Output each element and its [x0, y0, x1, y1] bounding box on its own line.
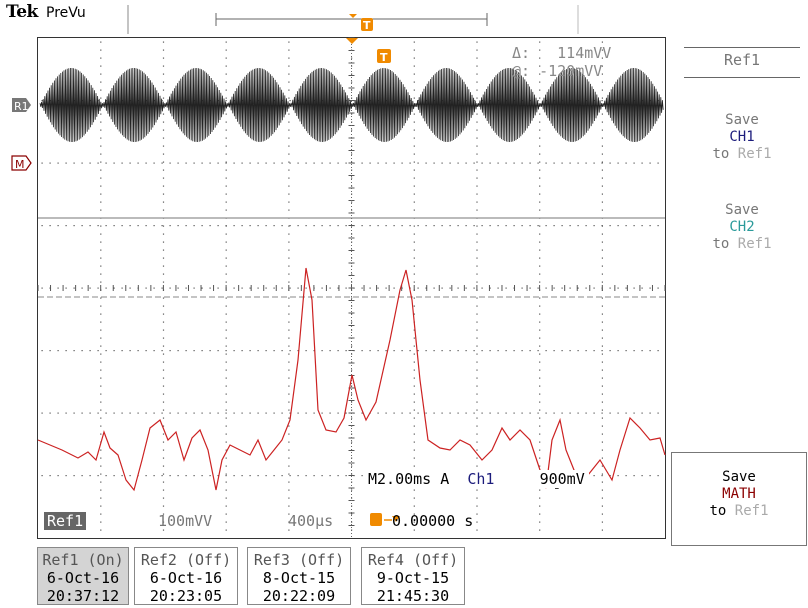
save-math-l3: to [709, 503, 727, 519]
save-ch2-l1: Save [725, 202, 759, 218]
trigger-pos-icon [370, 513, 400, 526]
record-view-bar[interactable] [127, 5, 579, 34]
trigger-position-readout: 0.00000 s [392, 512, 474, 530]
ref2-button[interactable]: Ref2 (Off) 6-Oct-16 20:23:05 [134, 547, 238, 605]
save-ch1-l3: to [712, 146, 730, 162]
save-ch2-l4: Ref1 [737, 236, 772, 252]
save-ch1-button[interactable]: Save CH1 to Ref1 [676, 112, 808, 163]
save-ch2-l2: CH2 [729, 219, 755, 235]
ref4-button[interactable]: Ref4 (Off) 9-Oct-15 21:45:30 [361, 547, 465, 605]
ref3-time: 20:22:09 [262, 587, 336, 605]
cursor-at-readout: @: -120mVV [512, 62, 602, 80]
ref4-name: Ref4 (Off) [367, 551, 459, 569]
save-ch1-l2: CH1 [729, 129, 755, 145]
trigger-level: 900mV [539, 470, 585, 488]
save-ch1-l1: Save [725, 112, 759, 128]
cursor-at-label: @: [512, 62, 531, 80]
ref1-name: Ref1 (On) [42, 551, 124, 569]
math-waveform [37, 267, 666, 492]
side-menu-title: Ref1 [723, 51, 761, 69]
save-math-l2: MATH [722, 486, 756, 502]
save-math-l1: Save [722, 469, 756, 485]
ref1-waveform [39, 67, 664, 143]
ref-horizontal-scale: 400µs [288, 512, 334, 530]
ref4-time: 21:45:30 [376, 587, 450, 605]
record-trigger-label: T [363, 19, 371, 32]
ref2-time: 20:23:05 [149, 587, 223, 605]
ref3-date: 8-Oct-15 [262, 569, 336, 587]
ref1-marker[interactable] [12, 98, 31, 112]
math-marker[interactable] [11, 155, 32, 171]
record-trigger-icon [349, 14, 373, 31]
ref3-name: Ref3 (Off) [253, 551, 345, 569]
brand-logo: Tek [6, 2, 38, 22]
save-math-button[interactable]: Save MATH to Ref1 [671, 452, 807, 546]
graticule-grid [37, 37, 666, 538]
save-ch2-button[interactable]: Save CH2 to Ref1 [676, 202, 808, 253]
ref1-button[interactable]: Ref1 (On) 6-Oct-16 20:37:12 [37, 547, 129, 605]
cursor-delta-readout: Δ: 114mVV [512, 44, 611, 62]
ref1-tag: Ref1 [44, 512, 87, 530]
save-ch2-l3: to [712, 236, 730, 252]
ref3-button[interactable]: Ref3 (Off) 8-Oct-15 20:22:09 [247, 547, 351, 605]
ref4-date: 9-Oct-15 [376, 569, 450, 587]
trigger-mode: A [440, 470, 450, 488]
ref1-time: 20:37:12 [46, 587, 120, 605]
timebase-trigger-readout: M2.00ms A Ch1 900mV [364, 470, 589, 488]
save-ch1-l4: Ref1 [737, 146, 772, 162]
math-marker-label: M [15, 158, 25, 171]
trigger-marker-label: T [380, 51, 388, 64]
trigger-source: Ch1 [467, 470, 495, 488]
ref1-marker-label: R1 [14, 100, 29, 113]
cursor-delta-value: 114mVV [557, 44, 612, 62]
menu-separator [684, 47, 800, 48]
cursor-at-value: -120mVV [539, 62, 603, 80]
acquisition-mode: PreVu [46, 5, 86, 21]
ref2-name: Ref2 (Off) [140, 551, 232, 569]
trigger-position-marker[interactable] [346, 38, 391, 63]
cursor-delta-label: Δ: [512, 44, 531, 62]
save-math-l4: Ref1 [734, 503, 769, 519]
menu-separator [684, 77, 800, 78]
timebase-value: M2.00ms [368, 470, 432, 488]
ref2-date: 6-Oct-16 [149, 569, 223, 587]
ref-vertical-scale: 100mVV [158, 512, 213, 530]
ref1-date: 6-Oct-16 [46, 569, 120, 587]
